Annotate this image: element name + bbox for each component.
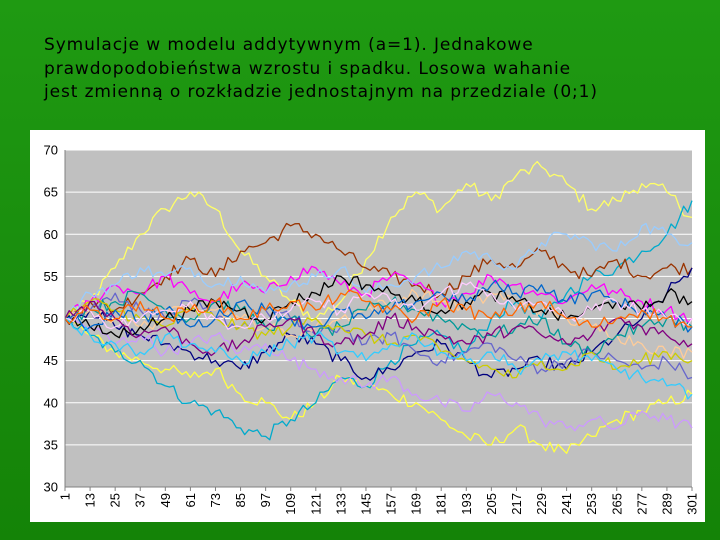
x-tick-label: 157 xyxy=(384,493,399,515)
y-tick-label: 35 xyxy=(44,437,58,452)
series-line-s18 xyxy=(64,289,692,328)
x-tick-label: 25 xyxy=(108,493,123,507)
title-line-1: Symulacje w modelu addytywnym (a=1). Jed… xyxy=(44,35,534,55)
series-line-s17 xyxy=(64,317,693,400)
series-line-s10 xyxy=(64,288,693,360)
x-tick-label: 265 xyxy=(609,493,624,515)
axes: 30 35 40 45 50 55 60 65 70 1 13 25 37 49 61 73 85 97 109 12… xyxy=(44,143,700,515)
x-tick-label: 37 xyxy=(133,493,148,507)
y-tick-label: 40 xyxy=(44,395,58,410)
series-line-s14 xyxy=(65,279,693,333)
x-tick-label: 13 xyxy=(83,493,98,507)
y-tick-label: 70 xyxy=(44,143,58,158)
x-tick-label: 97 xyxy=(258,493,273,507)
x-tick-label: 49 xyxy=(158,493,173,507)
x-tick-label: 289 xyxy=(659,493,674,515)
series-line-s9 xyxy=(64,316,693,432)
x-tick-label: 109 xyxy=(283,493,298,515)
x-tick-label: 73 xyxy=(208,493,223,507)
series-line-s15 xyxy=(64,281,693,330)
x-tick-label: 205 xyxy=(484,493,499,515)
x-tick-label: 217 xyxy=(509,493,524,515)
y-tick-label: 55 xyxy=(44,269,58,284)
x-tick-label: 253 xyxy=(584,493,599,515)
x-tick-label: 1 xyxy=(58,493,73,500)
x-tick-label: 229 xyxy=(534,493,549,515)
x-tick-label: 277 xyxy=(634,493,649,515)
series-layer xyxy=(64,160,693,454)
series-line-s8 xyxy=(64,292,693,380)
series-line-s6 xyxy=(64,265,693,324)
title-line-3: jest zmienną o rozkładzie jednostajnym n… xyxy=(44,82,598,102)
x-tick-label: 133 xyxy=(333,493,348,515)
y-tick-label: 50 xyxy=(44,311,58,326)
title-line-2: prawdopodobieństwa wzrostu i spadku. Los… xyxy=(44,58,572,79)
series-line-s2 xyxy=(64,317,693,454)
x-tick-label: 85 xyxy=(233,493,248,507)
line-chart: 30 35 40 45 50 55 60 65 70 1 13 25 37 49 61 73 85 97 109 12… xyxy=(44,143,700,515)
x-tick-label: 169 xyxy=(409,493,424,515)
series-line-s7 xyxy=(64,222,693,319)
y-tick-label: 45 xyxy=(44,353,58,368)
series-line-s12 xyxy=(64,297,693,379)
x-tick-label: 181 xyxy=(434,493,449,515)
x-tick-label: 241 xyxy=(559,493,574,515)
x-tick-label: 121 xyxy=(308,493,323,515)
slide-title: Symulacje w modelu addytywnym (a=1). Jed… xyxy=(44,34,704,105)
series-line-s16 xyxy=(64,300,693,357)
y-tick-label: 60 xyxy=(44,227,58,242)
series-line-s1 xyxy=(64,160,693,322)
series-line-s11 xyxy=(64,290,693,356)
x-tick-label: 61 xyxy=(183,493,198,507)
x-tick-label: 301 xyxy=(685,493,700,515)
x-tick-label: 193 xyxy=(459,493,474,515)
series-line-s4 xyxy=(64,222,693,319)
x-tick-label: 145 xyxy=(358,493,373,515)
y-tick-label: 30 xyxy=(44,480,58,495)
y-tick-label: 65 xyxy=(44,185,58,200)
